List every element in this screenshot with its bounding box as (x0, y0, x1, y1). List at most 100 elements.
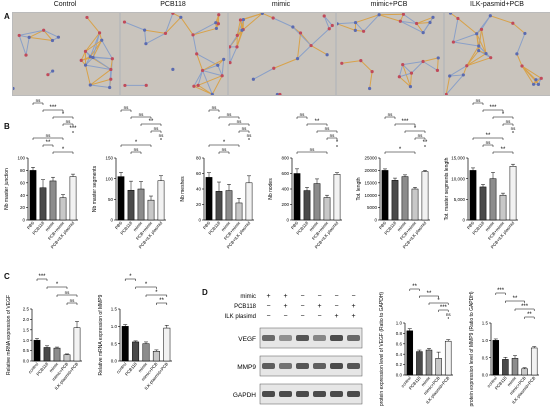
significance-label: ns (418, 133, 424, 138)
significance-label: ns (65, 290, 71, 295)
significance-bracket (472, 102, 484, 105)
tube-segment (110, 58, 113, 70)
cell-node (272, 66, 276, 70)
band-label: VEGF (238, 336, 256, 343)
tube-segment (92, 32, 101, 58)
bar (59, 197, 67, 221)
y-tick-label: 400 (281, 187, 289, 192)
cell-node (100, 38, 104, 42)
cell-node (27, 35, 31, 40)
significance-label: ns (310, 147, 316, 152)
bar (29, 170, 37, 221)
bar (43, 347, 51, 362)
y-tick-label: 10000 (364, 193, 377, 198)
cell-node (435, 68, 440, 72)
y-axis-label: Relative mRNA expression of VEGF (6, 295, 12, 375)
category-label: PBS (26, 220, 35, 230)
cell-node (520, 64, 524, 68)
protein-band (313, 363, 326, 369)
band-label: MMP9 (237, 364, 256, 371)
tube-segment (516, 53, 523, 67)
cell-node (448, 13, 453, 15)
bar (435, 358, 442, 376)
y-tick-label: 20 (196, 202, 202, 207)
y-tick-label: 0 (374, 218, 377, 223)
significance-label: ns (36, 98, 42, 103)
significance-bracket (66, 302, 78, 305)
significance-bracket (419, 295, 439, 298)
tube-segment (90, 69, 112, 86)
significance-bracket (42, 109, 64, 112)
cell-node (515, 52, 519, 56)
cell-node (108, 85, 112, 90)
tube-segment (337, 23, 356, 31)
tube-segment (416, 16, 434, 24)
cell-node (445, 92, 448, 95)
cell-node (409, 71, 414, 75)
significance-bracket (150, 130, 162, 133)
tube-segment (144, 29, 166, 34)
cell-node (451, 40, 455, 44)
significance-label: * (399, 147, 402, 153)
bar (152, 351, 160, 362)
treatment-sign: − (334, 293, 338, 300)
significance-bracket (228, 123, 250, 126)
cell-node (251, 77, 255, 81)
category-label: PBS (466, 220, 475, 230)
cell-node (353, 20, 358, 25)
cell-node (461, 73, 465, 77)
y-tick-label: 150 (105, 156, 113, 161)
significance-label: ns (446, 312, 452, 317)
significance-label: * (145, 282, 148, 288)
tube-segment (292, 26, 312, 46)
significance-bracket (42, 144, 54, 147)
cell-node (536, 82, 541, 86)
bar (117, 176, 125, 221)
y-tick-label: 1.0 (396, 321, 403, 326)
significance-bracket (492, 116, 514, 119)
cell-node (214, 21, 218, 25)
cell-node (229, 61, 232, 65)
protein-band (262, 363, 275, 369)
bar (205, 177, 213, 221)
cell-node (456, 16, 460, 21)
y-tick-label: 100 (105, 176, 113, 181)
bar (147, 199, 155, 221)
bar (225, 190, 233, 221)
y-tick-label: 20000 (364, 168, 377, 173)
tube-segment (422, 57, 439, 62)
treatment-sign: + (351, 303, 355, 310)
category-label: mimic (396, 220, 408, 232)
bar (121, 326, 129, 362)
cell-node (97, 31, 102, 35)
cell-node (322, 14, 326, 18)
cell-node (484, 51, 488, 56)
significance-label: ** (427, 291, 432, 297)
significance-bracket (156, 302, 168, 305)
treatment-sign: − (317, 293, 321, 300)
cell-node (200, 68, 205, 73)
significance-label: ns (511, 126, 517, 131)
treatment-sign: − (300, 303, 304, 310)
category-label: PBS (202, 220, 211, 230)
cell-node (401, 63, 405, 67)
tube-segment (85, 65, 91, 86)
significance-label: *** (401, 119, 409, 125)
treatment-sign: − (266, 313, 270, 320)
micrograph-network (13, 15, 114, 91)
cell-node (51, 69, 55, 73)
bar (425, 349, 433, 376)
category-label: PBS (378, 220, 387, 230)
cell-node (196, 83, 200, 87)
significance-label: *** (69, 126, 77, 132)
tube-segment (297, 45, 312, 59)
tube-segment (466, 53, 487, 67)
cell-node (448, 74, 452, 78)
tube-segment (43, 29, 59, 38)
cell-node (421, 31, 425, 35)
y-axis-label: protein expression level of MMP9 (Ratio … (469, 291, 475, 406)
significance-label: *** (489, 105, 497, 111)
significance-label: ns (247, 133, 253, 138)
panel-letter-a: A (4, 12, 10, 21)
